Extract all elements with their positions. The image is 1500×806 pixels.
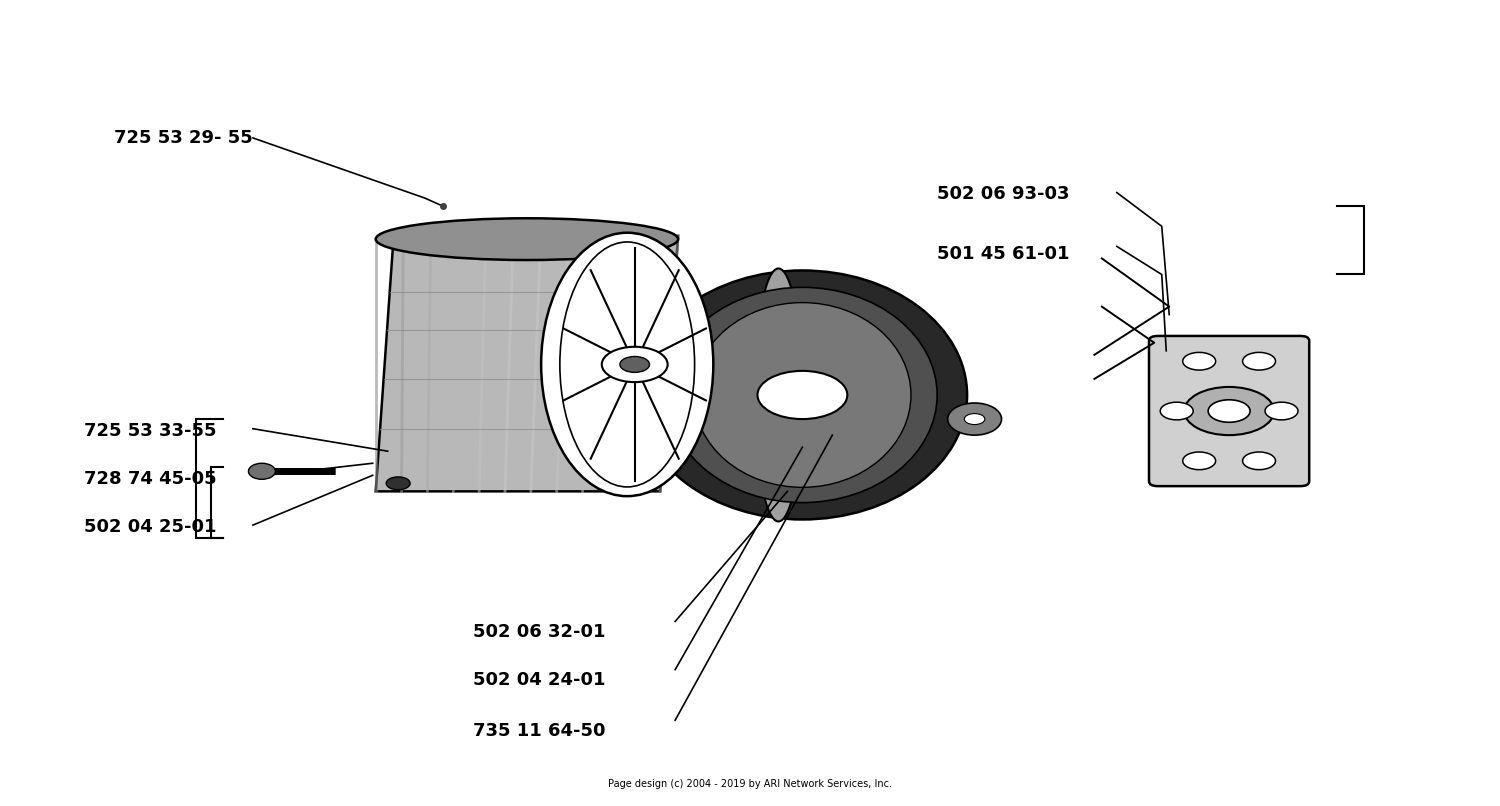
Text: 502 04 24-01: 502 04 24-01 [472, 671, 606, 689]
Polygon shape [375, 236, 678, 492]
Circle shape [1184, 387, 1274, 435]
Ellipse shape [375, 218, 678, 260]
Circle shape [1182, 452, 1215, 470]
Text: 725 53 33-55: 725 53 33-55 [84, 422, 216, 440]
Circle shape [1264, 402, 1298, 420]
Text: 735 11 64-50: 735 11 64-50 [472, 721, 606, 740]
Text: 502 04 25-01: 502 04 25-01 [84, 518, 216, 537]
Circle shape [1208, 400, 1249, 422]
Circle shape [1160, 402, 1192, 420]
Circle shape [1182, 352, 1215, 370]
Text: 502 06 93-03: 502 06 93-03 [938, 185, 1070, 203]
Text: 501 45 61-01: 501 45 61-01 [938, 245, 1070, 264]
Ellipse shape [754, 268, 802, 521]
Circle shape [1242, 352, 1275, 370]
Ellipse shape [948, 403, 1002, 435]
Text: 502 06 32-01: 502 06 32-01 [472, 623, 606, 641]
FancyBboxPatch shape [1149, 336, 1310, 486]
Text: Page design (c) 2004 - 2019 by ARI Network Services, Inc.: Page design (c) 2004 - 2019 by ARI Netwo… [608, 779, 892, 789]
Circle shape [602, 347, 668, 382]
Text: 725 53 29- 55: 725 53 29- 55 [114, 129, 252, 147]
Circle shape [758, 371, 847, 419]
Circle shape [620, 356, 650, 372]
Ellipse shape [542, 233, 714, 496]
Ellipse shape [638, 271, 968, 520]
Text: 728 74 45-05: 728 74 45-05 [84, 471, 216, 488]
Text: ARi PartsTeam: ARi PartsTeam [675, 368, 765, 381]
Ellipse shape [694, 302, 910, 488]
Circle shape [386, 477, 410, 490]
Circle shape [964, 413, 986, 425]
Circle shape [1242, 452, 1275, 470]
Ellipse shape [560, 242, 694, 487]
Ellipse shape [249, 463, 276, 480]
Ellipse shape [668, 287, 938, 503]
